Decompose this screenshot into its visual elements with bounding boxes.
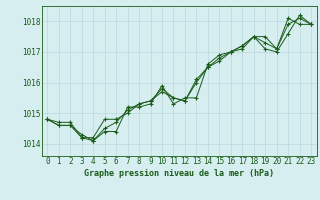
X-axis label: Graphe pression niveau de la mer (hPa): Graphe pression niveau de la mer (hPa): [84, 169, 274, 178]
